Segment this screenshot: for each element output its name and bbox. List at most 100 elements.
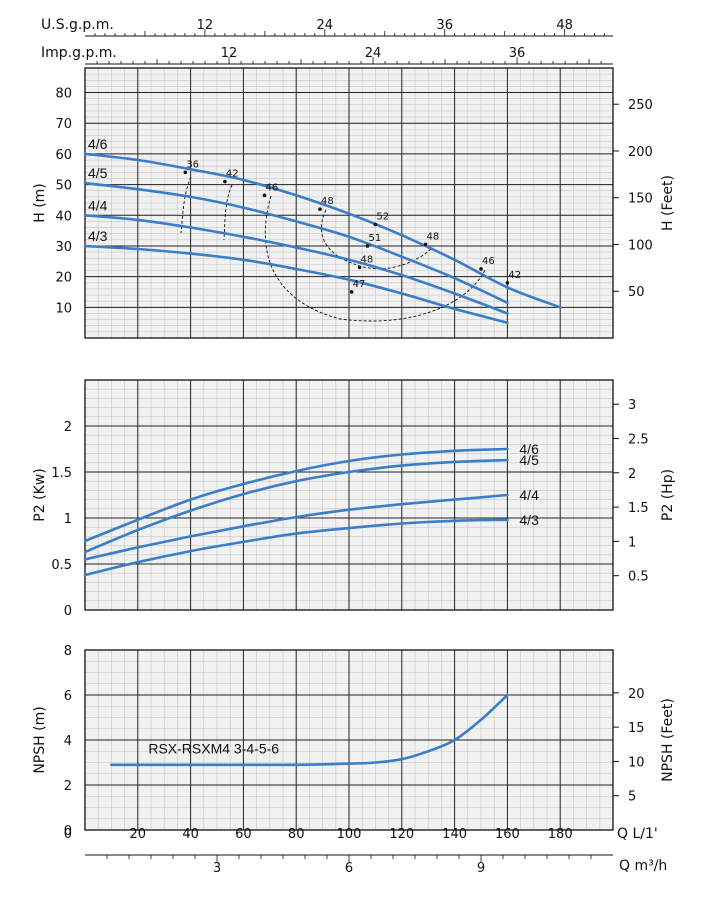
power-series-label: 4/4 xyxy=(519,487,539,503)
efficiency-label: 36 xyxy=(186,159,199,170)
head-y-tick-label: 70 xyxy=(55,117,72,132)
head-y2-tick-label: 200 xyxy=(628,145,653,160)
head-series-label: 4/4 xyxy=(88,197,108,213)
npsh-y2-tick-label: 15 xyxy=(628,721,645,736)
npsh-y2-tick-label: 5 xyxy=(628,790,636,805)
efficiency-point xyxy=(183,170,188,175)
efficiency-point xyxy=(349,290,354,294)
efficiency-label: 52 xyxy=(376,211,389,222)
power-curve-4-3 xyxy=(83,518,509,577)
power-plot-frame xyxy=(84,379,614,611)
head-series-label: 4/6 xyxy=(88,136,108,152)
x-tick-label-m3h: 9 xyxy=(477,861,485,876)
power-y-tick-label: 2 xyxy=(64,420,72,435)
x-tick-label-lpm: 40 xyxy=(182,827,199,842)
power-y2-tick-label: 2.5 xyxy=(628,432,649,447)
npsh-y-tick-label: 8 xyxy=(64,644,72,659)
x-tick-label-lpm: 140 xyxy=(442,827,467,842)
top-axis-tick-label: 36 xyxy=(509,46,526,61)
efficiency-label: 48 xyxy=(427,231,440,242)
power-series-label: 4/3 xyxy=(519,512,539,528)
npsh-y-tick-label: 6 xyxy=(64,689,72,704)
npsh-y-tick-label: 0 xyxy=(64,824,72,839)
efficiency-point xyxy=(373,222,378,227)
efficiency-point xyxy=(505,280,510,285)
x-tick-label-lpm: 160 xyxy=(495,827,520,842)
npsh-curve-RSX-RSXM4-3-4-5-6 xyxy=(110,693,509,767)
npsh-y2-tick-label: 10 xyxy=(628,755,645,770)
power-y-axis-title: P2 (Kw) xyxy=(32,468,48,521)
head-y2-tick-label: 150 xyxy=(628,192,653,207)
npsh-plot-frame xyxy=(84,649,614,831)
efficiency-label: 48 xyxy=(361,254,374,265)
head-y-tick-label: 10 xyxy=(55,301,72,316)
x-tick-label-lpm: 0 xyxy=(64,827,72,842)
power-curve-4-5 xyxy=(83,458,509,554)
power-series-label: 4/5 xyxy=(519,452,539,468)
top-axis-tick-label: 24 xyxy=(365,46,382,61)
efficiency-label: 42 xyxy=(226,169,239,180)
head-series-label: 4/5 xyxy=(88,165,108,181)
top-axis-tick-label: 12 xyxy=(221,46,238,61)
power-y-tick-label: 0 xyxy=(64,604,72,619)
efficiency-point xyxy=(223,179,227,184)
power-curve-4-4 xyxy=(83,493,509,561)
head-y-axis-title: H (m) xyxy=(32,183,48,223)
x-axis-title-m3h: Q m³/h xyxy=(619,858,667,874)
head-y-tick-label: 20 xyxy=(55,271,72,286)
head-plot-frame xyxy=(84,67,614,339)
head-series-label: 4/3 xyxy=(88,228,108,244)
head-curve-4-4 xyxy=(83,214,509,315)
efficiency-iso-line xyxy=(180,176,192,234)
power-curve-4-6 xyxy=(83,447,509,543)
power-y-tick-label: 0.5 xyxy=(51,558,72,573)
x-tick-label-lpm: 60 xyxy=(235,827,252,842)
power-y2-tick-label: 2 xyxy=(628,467,636,482)
x-tick-label-lpm: 120 xyxy=(389,827,414,842)
efficiency-label: 47 xyxy=(353,279,366,290)
top-axis-title: U.S.g.p.m. xyxy=(41,17,114,33)
npsh-series-label: RSX-RSXM4 3-4-5-6 xyxy=(148,740,279,756)
power-y2-tick-label: 1.5 xyxy=(628,501,649,516)
x-tick-label-lpm: 180 xyxy=(548,827,573,842)
efficiency-point xyxy=(318,207,322,211)
x-tick-label-lpm: 80 xyxy=(288,827,305,842)
head-curve-4-3 xyxy=(83,244,509,324)
head-curve-4-6 xyxy=(83,152,562,309)
efficiency-label: 48 xyxy=(321,196,334,207)
efficiency-label: 42 xyxy=(508,270,521,281)
x-tick-label-m3h: 6 xyxy=(345,861,353,876)
head-y2-tick-label: 250 xyxy=(628,98,653,113)
power-y2-axis-title: P2 (Hp) xyxy=(660,469,676,521)
npsh-panel: 0 2 4 6 8 5 10 15 20 NPSH (m) NPSH (Feet) RSX-RSXM4… xyxy=(32,644,676,839)
efficiency-point xyxy=(423,242,428,247)
x-axis-title-lpm: Q L/1' xyxy=(617,826,658,842)
efficiency-point xyxy=(262,193,267,198)
head-y2-axis-title: H (Feet) xyxy=(660,175,676,231)
top-axis-title: Imp.g.p.m. xyxy=(41,45,117,61)
power-y-tick-label: 1 xyxy=(64,512,72,527)
x-tick-label-lpm: 20 xyxy=(130,827,147,842)
head-panel: 10 20 30 40 50 60 70 80 50 100 150 200 250 H (m) H (Fe… xyxy=(32,67,676,339)
head-y-tick-label: 80 xyxy=(55,87,72,102)
x-tick-label-m3h: 3 xyxy=(213,861,221,876)
npsh-y-tick-label: 2 xyxy=(64,779,72,794)
efficiency-iso-line xyxy=(223,184,233,241)
top-axis-tick-label: 48 xyxy=(556,18,573,33)
head-y2-tick-label: 50 xyxy=(628,285,645,300)
power-y2-tick-label: 0.5 xyxy=(628,570,649,585)
top-axis-tick-label: 24 xyxy=(317,18,334,33)
efficiency-point xyxy=(479,267,483,271)
efficiency-label: 46 xyxy=(266,182,279,193)
efficiency-point xyxy=(365,244,370,248)
efficiency-point xyxy=(357,265,362,270)
top-axis-tick-label: 12 xyxy=(197,18,214,33)
top-flow-axes: U.S.g.p.m. 12 24 36 48 Imp.g.p.m. 12 24 36 xyxy=(41,17,613,65)
power-y2-tick-label: 1 xyxy=(628,535,636,550)
x-tick-label-lpm: 100 xyxy=(337,827,362,842)
npsh-y-axis-title: NPSH (m) xyxy=(32,706,48,773)
efficiency-label: 46 xyxy=(482,256,495,267)
bottom-flow-axes: 0 20 40 60 80 100 120 140 160 180 Q L/1' 3 6 9 Q m³/h xyxy=(64,826,668,876)
